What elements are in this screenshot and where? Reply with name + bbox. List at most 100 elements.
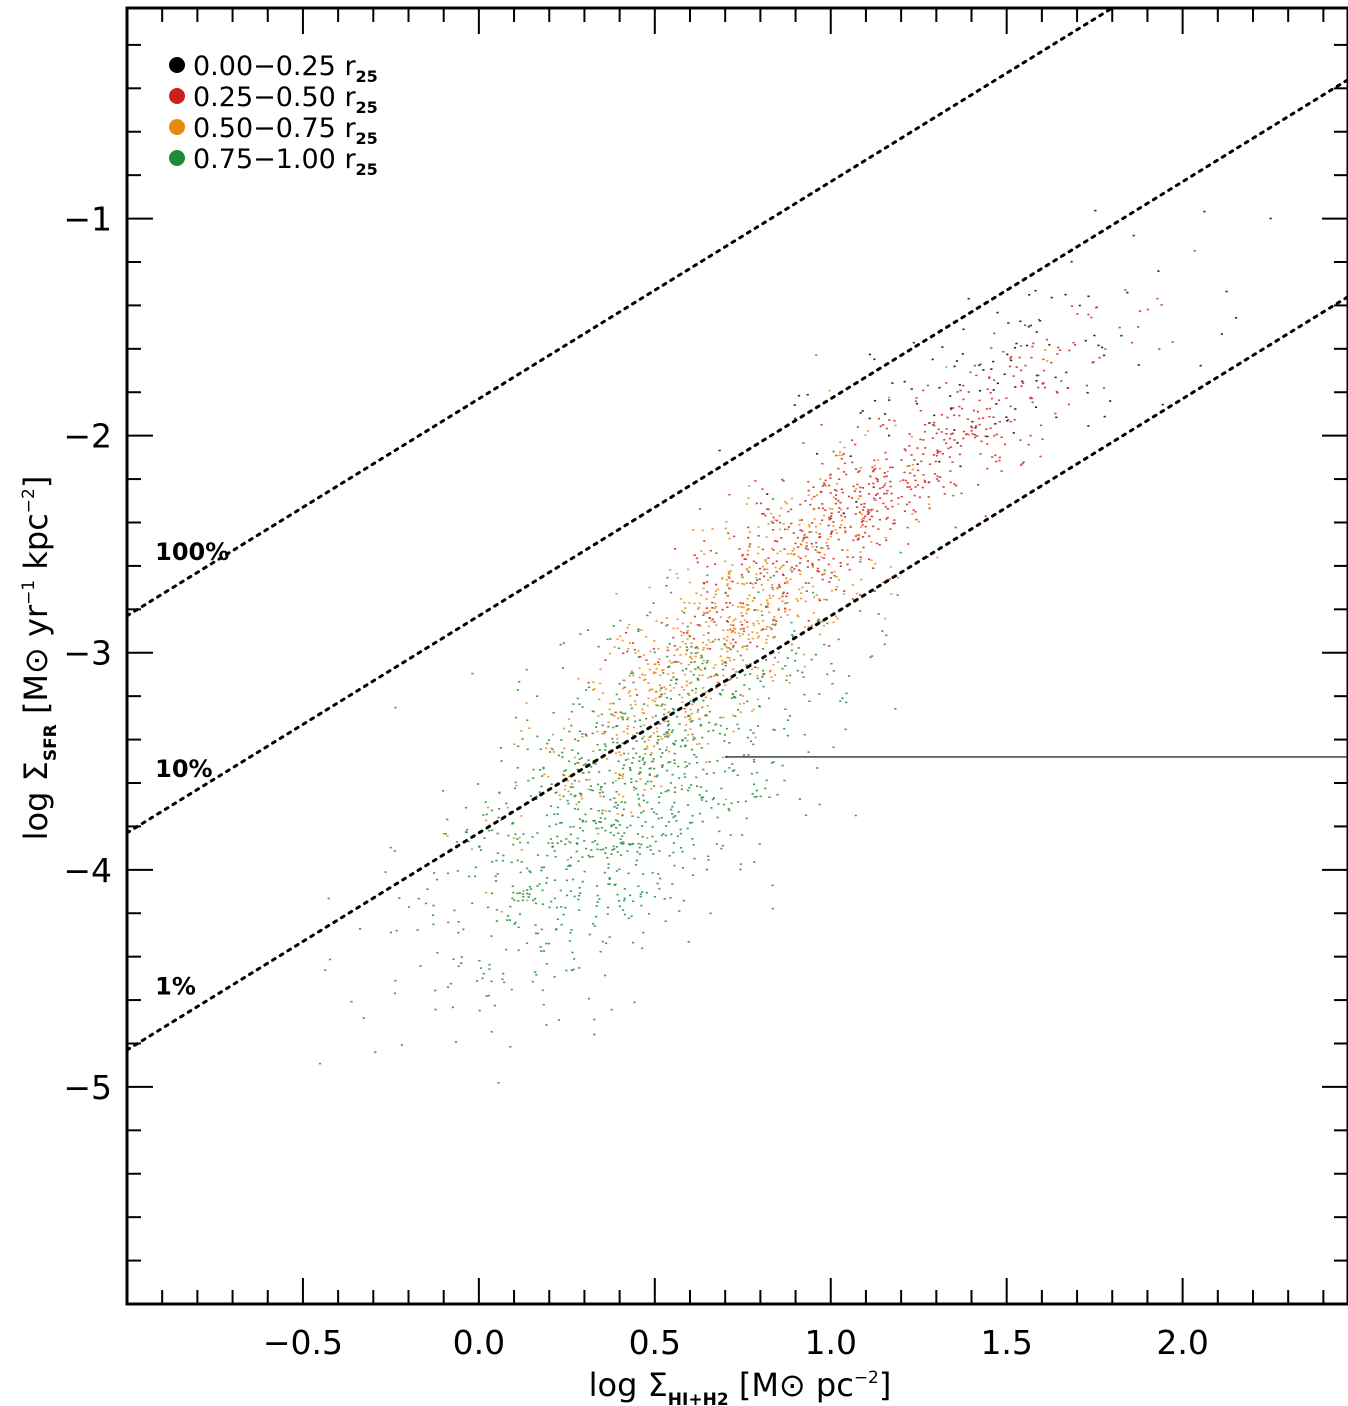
data-point xyxy=(548,751,552,753)
data-point xyxy=(603,732,606,735)
data-point xyxy=(789,568,792,571)
data-point xyxy=(759,572,762,575)
data-point xyxy=(867,430,870,432)
data-point xyxy=(654,840,657,843)
data-point xyxy=(666,649,669,652)
data-point xyxy=(590,808,593,810)
data-point xyxy=(732,714,735,717)
data-point xyxy=(658,658,661,660)
data-point xyxy=(837,500,840,502)
data-point xyxy=(629,695,632,697)
data-point xyxy=(565,879,568,882)
data-point xyxy=(885,475,888,478)
data-point xyxy=(817,570,820,573)
data-point xyxy=(690,657,693,660)
data-point xyxy=(936,449,939,451)
data-point xyxy=(618,868,621,871)
data-point xyxy=(910,435,913,438)
data-point xyxy=(840,488,843,491)
data-point xyxy=(742,754,745,756)
data-point xyxy=(884,505,887,508)
data-point xyxy=(513,899,516,901)
data-point xyxy=(1009,405,1012,408)
data-point xyxy=(801,530,804,532)
data-point xyxy=(653,671,656,673)
data-point xyxy=(979,453,982,455)
data-point xyxy=(874,499,877,501)
data-point xyxy=(695,646,698,648)
data-point xyxy=(608,769,611,772)
data-point xyxy=(758,578,761,580)
data-point xyxy=(701,736,704,739)
data-point xyxy=(617,760,620,763)
data-point xyxy=(618,698,621,700)
data-point xyxy=(509,905,512,908)
data-point xyxy=(605,942,608,944)
data-point xyxy=(841,491,844,494)
data-point xyxy=(689,717,692,720)
data-point xyxy=(573,895,576,898)
data-point xyxy=(629,824,632,827)
data-point xyxy=(766,572,769,574)
data-point xyxy=(616,738,619,740)
data-point xyxy=(766,508,769,510)
data-point xyxy=(513,787,517,790)
data-point xyxy=(705,607,708,609)
data-point xyxy=(598,792,601,794)
data-point xyxy=(914,479,917,482)
data-point xyxy=(1032,342,1035,345)
data-point xyxy=(772,588,775,591)
data-point xyxy=(827,547,830,550)
data-point xyxy=(781,595,784,598)
data-point xyxy=(714,674,717,676)
data-point xyxy=(540,950,543,952)
data-point xyxy=(525,702,528,704)
data-point xyxy=(591,732,594,735)
data-point xyxy=(858,594,862,596)
data-point xyxy=(863,506,866,508)
data-point xyxy=(790,621,793,624)
data-point xyxy=(709,697,712,700)
data-point xyxy=(714,590,717,592)
data-point xyxy=(722,716,725,719)
data-point xyxy=(616,820,619,822)
data-point xyxy=(518,836,521,839)
data-point xyxy=(417,897,420,900)
data-point xyxy=(728,602,732,604)
data-point xyxy=(995,403,998,405)
data-point xyxy=(758,843,761,845)
data-point xyxy=(1161,403,1164,406)
data-point xyxy=(509,1046,512,1048)
data-point xyxy=(525,668,528,671)
y-tick-label: −1 xyxy=(63,200,112,239)
data-point xyxy=(804,582,807,584)
data-point xyxy=(749,673,752,675)
data-point xyxy=(1158,348,1161,350)
data-point xyxy=(547,775,550,778)
data-point xyxy=(563,788,567,791)
data-point xyxy=(514,833,517,836)
data-point xyxy=(654,715,657,717)
data-point xyxy=(713,621,716,623)
data-point xyxy=(665,732,668,734)
data-point xyxy=(712,797,716,799)
data-point xyxy=(577,860,580,862)
data-point xyxy=(812,585,815,588)
data-point xyxy=(772,619,775,622)
data-point xyxy=(592,923,595,925)
data-point xyxy=(542,950,545,952)
data-point xyxy=(659,695,663,698)
y-tick-label: −5 xyxy=(63,1068,112,1107)
data-point xyxy=(686,648,689,651)
data-point xyxy=(872,482,875,485)
data-point xyxy=(759,680,762,682)
data-point xyxy=(1024,324,1027,326)
data-point xyxy=(958,414,961,417)
data-point xyxy=(631,815,634,817)
data-point xyxy=(621,718,624,721)
data-point xyxy=(583,840,586,842)
data-point xyxy=(766,568,769,570)
data-point xyxy=(1078,304,1081,307)
data-point xyxy=(731,763,734,765)
data-point xyxy=(621,814,624,817)
